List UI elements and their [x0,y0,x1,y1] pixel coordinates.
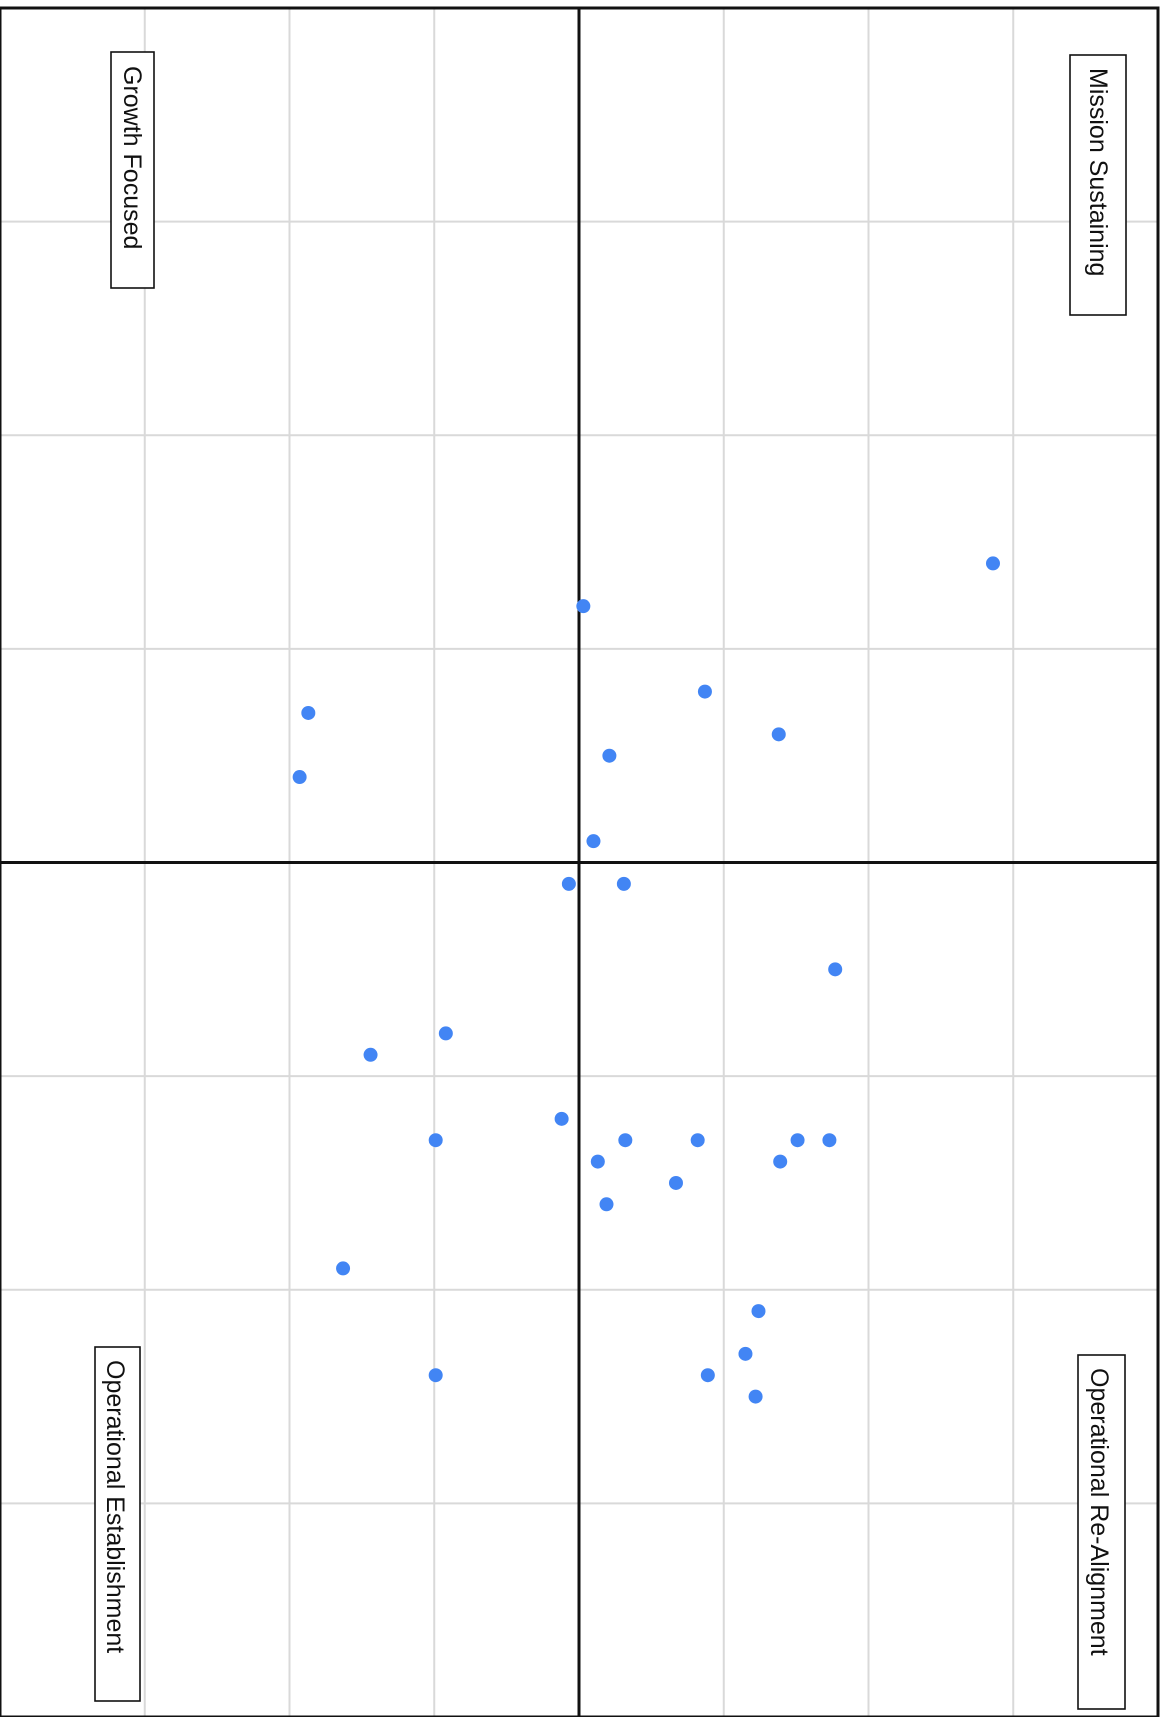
data-point [363,1047,378,1062]
data-point [438,1026,453,1041]
data-point [336,1261,351,1276]
data-point [668,1175,683,1190]
data-point [292,770,307,785]
data-point [828,962,843,977]
data-point [618,1133,633,1148]
data-point [822,1133,837,1148]
data-point [771,727,786,742]
data-point [590,1154,605,1169]
data-point [985,556,1000,571]
data-point [428,1368,443,1383]
quadrant-label-box [1077,1354,1126,1710]
quadrant-label-text: Operational Establishment [101,1360,129,1653]
data-point [599,1197,614,1212]
quadrant-label-top-right: Mission Sustaining [1069,54,1127,316]
data-point [616,876,631,891]
data-point [751,1304,766,1319]
quadrant-label-text: Growth Focused [118,66,146,249]
data-point [586,834,601,849]
quadrant-label-text: Operational Re-Alignment [1085,1368,1113,1656]
data-point [561,876,576,891]
quadrant-label-box [1069,54,1127,316]
data-point [773,1154,788,1169]
data-point [602,748,617,763]
data-point [690,1133,705,1148]
data-point [790,1133,805,1148]
data-point [554,1111,569,1126]
quadrant-label-top-left: Growth Focused [110,51,155,289]
plot-frame [0,6,1160,1717]
quadrant-label-bottom-left: Operational Establishment [94,1346,141,1702]
quadrant-label-text: Mission Sustaining [1084,68,1112,276]
quadrant-label-bottom-right: Operational Re-Alignment [1077,1354,1126,1710]
quadrant-label-box [110,51,155,289]
data-point [697,684,712,699]
data-point [576,599,591,614]
quadrant-label-box [94,1346,141,1702]
data-point [301,705,316,720]
quadrant-dividers [0,8,1158,1717]
data-point [428,1133,443,1148]
data-point [738,1346,753,1361]
data-points [292,556,1000,1404]
data-point [748,1389,763,1404]
data-point [700,1368,715,1383]
